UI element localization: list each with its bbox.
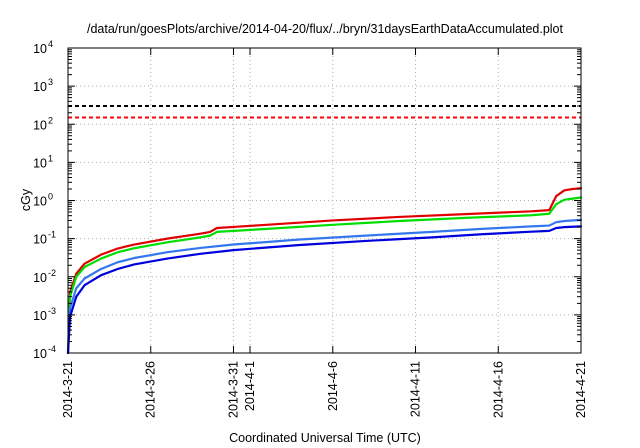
y-tick-exponent: -4 xyxy=(48,344,56,354)
y-tick-label: 10 xyxy=(33,118,47,132)
y-axis-label: cGy xyxy=(19,188,33,211)
series-line xyxy=(66,225,583,355)
y-tick-label: 10 xyxy=(33,233,47,247)
x-tick-label: 2014-4-21 xyxy=(574,361,588,418)
x-axis: 2014-3-21 2014-3-26 2014-3-31 2014-4-1 2014-… xyxy=(61,48,588,418)
series-line xyxy=(66,218,583,355)
x-tick-label: 2014-4-11 xyxy=(409,361,423,417)
grid-layer xyxy=(68,48,581,353)
x-tick-label: 2014-4-6 xyxy=(326,361,340,411)
x-tick-label: 2014-3-26 xyxy=(144,361,158,418)
chart-title: /data/run/goesPlots/archive/2014-04-20/f… xyxy=(87,22,563,36)
y-tick-exponent: -2 xyxy=(48,268,56,278)
y-tick-exponent: 2 xyxy=(48,115,53,125)
x-tick-label: 2014-4-1 xyxy=(243,361,257,411)
y-tick-exponent: 1 xyxy=(48,153,53,163)
y-tick-label: 10 xyxy=(33,195,47,209)
y-tick-exponent: 4 xyxy=(48,39,53,49)
y-tick-label: 10 xyxy=(33,309,47,323)
y-tick-exponent: -3 xyxy=(48,306,56,316)
y-tick-label: 10 xyxy=(33,271,47,285)
threshold-layer xyxy=(68,105,581,119)
y-tick-exponent: 0 xyxy=(48,192,53,202)
y-tick-label: 10 xyxy=(33,347,47,361)
y-tick-exponent: 3 xyxy=(48,77,53,87)
series-layer xyxy=(66,187,583,355)
y-tick-label: 10 xyxy=(33,42,47,56)
series-line xyxy=(66,196,583,355)
x-tick-label: 2014-3-31 xyxy=(226,361,240,418)
y-tick-label: 10 xyxy=(33,80,47,94)
y-tick-exponent: -1 xyxy=(48,230,56,240)
x-tick-label: 2014-4-16 xyxy=(491,361,505,418)
x-tick-label: 2014-3-21 xyxy=(61,361,75,418)
y-tick-label: 10 xyxy=(33,156,47,170)
series-line xyxy=(66,187,583,355)
x-axis-label: Coordinated Universal Time (UTC) xyxy=(229,431,421,445)
